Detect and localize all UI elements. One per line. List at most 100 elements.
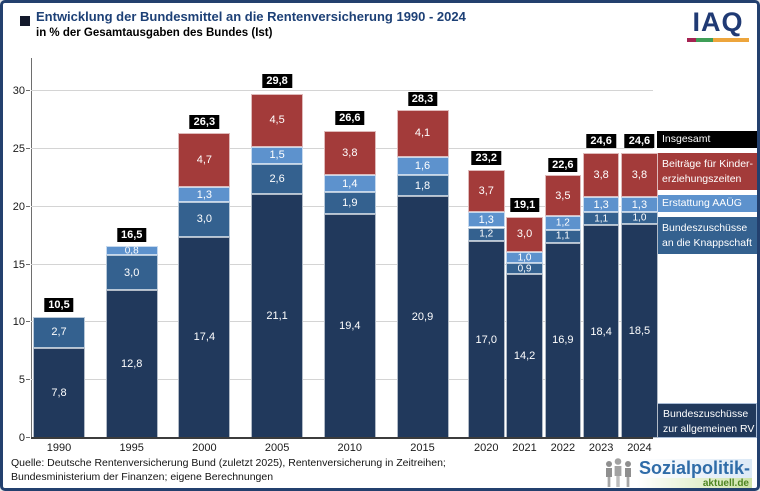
- bar-segment: 1,0: [621, 212, 658, 225]
- bar-segment: 1,3: [621, 197, 658, 213]
- bar-segment-label: 19,4: [339, 319, 361, 332]
- stacked-bar-chart: 0 5 10 15 20 25 30 7,8 2,7 10,5 1990 12,8 3,0 0,8 16,5…: [13, 58, 659, 454]
- bar-segment-label: 2,6: [269, 172, 285, 185]
- y-tick-label: 15: [12, 258, 25, 271]
- bar-segment: 3,8: [323, 131, 376, 176]
- bar-segment: 16,9: [544, 242, 582, 438]
- y-tick-label: 30: [12, 85, 25, 97]
- bar-segment: 1,3: [178, 187, 231, 203]
- bar-segment: 3,0: [178, 202, 231, 237]
- bar-segment: 4,1: [396, 109, 449, 157]
- x-tick-label: 2024: [627, 442, 652, 454]
- x-tick-label: 2015: [410, 442, 435, 454]
- sozialpolitik-logo-sub: aktuell.de: [636, 478, 752, 488]
- x-tick-label: 1990: [46, 442, 72, 454]
- bar-segment-label: 4,5: [269, 114, 285, 127]
- y-axis-tick: [26, 205, 30, 207]
- bar-segment: 1,1: [544, 229, 582, 243]
- y-tick-label: 0: [18, 432, 25, 444]
- bar-total-label: 10,5: [44, 297, 74, 312]
- legend-item-knappschaft: Bundeszuschüsse an die Knappschaft: [657, 217, 757, 254]
- bar-segment-label: 1,9: [342, 196, 358, 209]
- y-tick-label: 20: [12, 200, 25, 213]
- bar-segment-label: 3,8: [593, 169, 609, 182]
- iaq-logo: IAQ: [687, 7, 749, 42]
- bar-segment: 4,5: [251, 94, 304, 147]
- bar-segment-label: 17,4: [193, 331, 216, 344]
- bar-segment: 1,9: [323, 191, 376, 214]
- bar-segment: 3,0: [506, 217, 543, 252]
- y-tick-label: 5: [18, 374, 25, 387]
- y-axis-tick: [26, 321, 30, 323]
- bar-segment-label: 7,8: [51, 386, 67, 399]
- bar-segment-label: 0,8: [124, 245, 139, 257]
- bar-segment-label: 1,3: [478, 213, 494, 226]
- bar-segment-label: 1,8: [414, 179, 431, 192]
- bar-segment: 3,8: [582, 153, 620, 198]
- bar-segment: 1,4: [323, 175, 376, 192]
- bar-segment-label: 21,1: [266, 309, 288, 322]
- bar-segment: 19,4: [323, 213, 376, 438]
- grid-line: [31, 90, 653, 91]
- y-axis-tick: [26, 379, 30, 381]
- bar-segment-label: 2,7: [51, 326, 67, 339]
- bar-segment-label: 3,7: [478, 185, 494, 198]
- bar-segment: 12,8: [105, 289, 158, 438]
- bar-segment: 17,0: [468, 241, 505, 438]
- bar-segment-label: 1,1: [594, 213, 609, 225]
- bar-segment-label: 1,6: [414, 160, 431, 173]
- sozialpolitik-logo-main: Sozialpolitik-: [636, 458, 752, 478]
- bar-total-label: 28,3: [407, 91, 438, 106]
- bar-segment: 17,4: [178, 236, 231, 438]
- bar-segment: 7,8: [33, 347, 85, 438]
- bar-segment-label: 1,5: [269, 149, 285, 162]
- bar-segment-label: 3,0: [124, 266, 140, 279]
- bar-segment-label: 1,4: [342, 177, 358, 190]
- bar-segment: 0,9: [506, 263, 543, 275]
- bar-segment-label: 1,3: [196, 188, 213, 201]
- iaq-logo-text: IAQ: [692, 7, 744, 37]
- bar-total-label: 24,6: [624, 134, 655, 149]
- bar-segment-label: 3,5: [555, 189, 571, 202]
- bar-segment: 18,5: [621, 224, 658, 438]
- sozialpolitik-logo-text: Sozialpolitik- aktuell.de: [636, 458, 752, 488]
- bar-segment-label: 4,1: [414, 127, 431, 140]
- legend-item-kindererziehungszeiten: Beiträge für Kinder- erziehungszeiten: [657, 153, 757, 190]
- bar-segment: 1,1: [582, 212, 620, 226]
- bar-segment-label: 12,8: [120, 357, 143, 370]
- y-axis-tick: [26, 437, 30, 438]
- source-note: Quelle: Deutsche Rentenversicherung Bund…: [11, 456, 446, 484]
- iaq-underline-segment: [687, 38, 697, 42]
- page-title: Entwicklung der Bundesmittel an die Rent…: [36, 9, 466, 24]
- bar-segment-label: 0,9: [517, 263, 532, 275]
- bar-total-label: 19,1: [509, 198, 540, 213]
- bar-total-label: 24,6: [586, 134, 616, 149]
- bar-segment: 1,2: [468, 227, 505, 242]
- x-tick-label: 2022: [550, 442, 576, 454]
- y-axis-tick: [26, 90, 30, 91]
- x-tick-label: 2023: [588, 442, 614, 454]
- page-subtitle: in % der Gesamtausgaben des Bundes (Ist): [36, 27, 273, 39]
- bar-segment: 3,7: [468, 169, 505, 213]
- x-axis-line: [31, 437, 653, 439]
- bar-segment-label: 17,0: [475, 333, 497, 346]
- bar-segment: 1,0: [506, 251, 543, 264]
- iaq-logo-underline: [687, 38, 749, 42]
- bar-segment-label: 4,7: [196, 153, 213, 166]
- legend-item-erstattung-aaug: Erstattung AAÜG: [657, 195, 757, 212]
- legend-item-allgemeine-rv: Bundeszuschüsse zur allgemeinen RV: [657, 403, 757, 438]
- x-tick-label: 2000: [192, 442, 217, 454]
- x-tick-label: 2010: [337, 442, 363, 454]
- bar-segment-label: 3,8: [631, 169, 648, 182]
- title-bullet-square-icon: [20, 16, 30, 26]
- bar-segment-label: 3,8: [342, 147, 358, 160]
- bar-segment: 21,1: [251, 193, 304, 438]
- y-axis-tick: [26, 263, 30, 265]
- bar-segment-label: 1,3: [593, 198, 609, 211]
- bar-segment-label: 1,2: [555, 217, 570, 229]
- bar-total-label: 16,5: [116, 228, 147, 243]
- bar-segment: 3,8: [621, 153, 658, 198]
- bar-segment: 3,5: [544, 175, 582, 216]
- bar-segment: 14,2: [506, 273, 543, 438]
- x-tick-label: 2020: [474, 442, 499, 454]
